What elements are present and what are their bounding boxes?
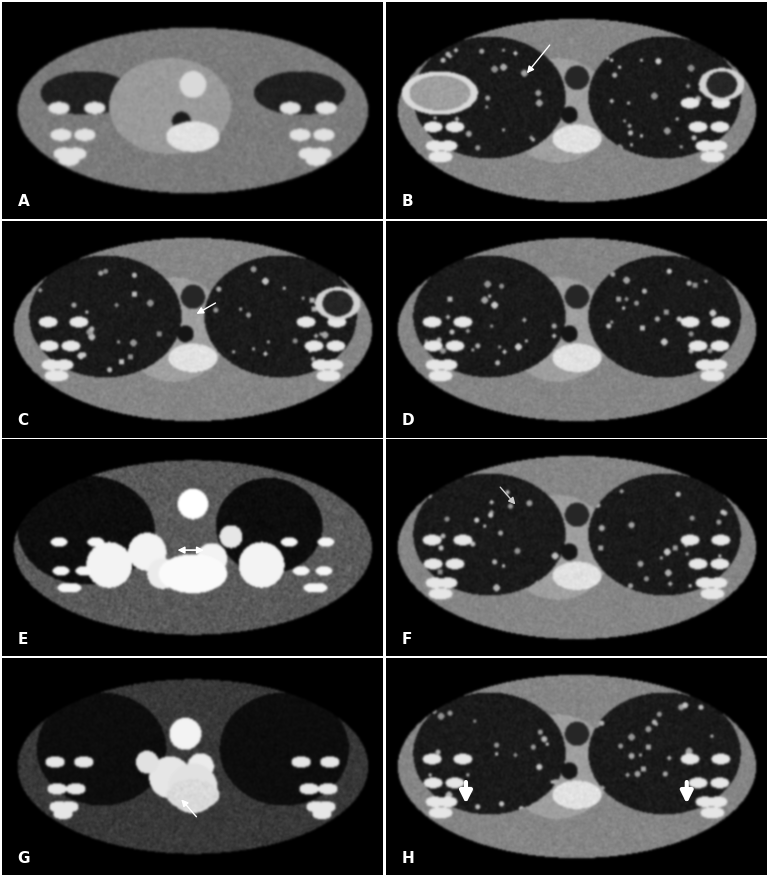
Text: H: H: [401, 850, 414, 865]
Text: B: B: [401, 194, 413, 209]
Text: G: G: [18, 850, 30, 865]
Text: F: F: [401, 631, 411, 646]
Text: E: E: [18, 631, 28, 646]
Text: C: C: [18, 413, 28, 428]
Text: A: A: [18, 194, 29, 209]
Text: D: D: [401, 413, 414, 428]
